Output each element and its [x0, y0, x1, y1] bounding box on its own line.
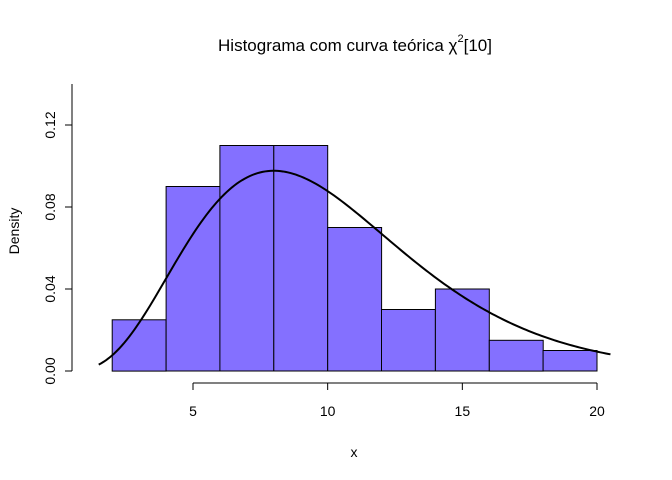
theoretical-density-curve — [98, 169, 611, 366]
y-axis-ticks: 0.00 0.04 0.08 0.12 — [42, 111, 72, 385]
chart-title: Histograma com curva teórica χ2[10] — [218, 33, 492, 55]
y-tick-label: 0.12 — [42, 111, 58, 138]
histogram-bars — [111, 145, 598, 372]
y-tick-label: 0.08 — [42, 193, 58, 220]
x-tick-label: 5 — [189, 403, 197, 419]
x-tick-label: 10 — [320, 403, 336, 419]
histogram-bar-5 — [327, 227, 383, 372]
histogram-bar-9 — [542, 350, 598, 372]
histogram-bar-8 — [488, 339, 544, 372]
histogram-bar-3 — [219, 145, 275, 372]
y-axis-label: Density — [6, 208, 22, 255]
x-axis-label: x — [351, 444, 358, 460]
x-axis-ticks: 5 10 15 20 — [189, 383, 605, 419]
y-tick-label: 0.04 — [42, 275, 58, 302]
histogram-bar-7 — [434, 288, 490, 372]
histogram-bar-6 — [381, 309, 436, 372]
histogram-bar-2 — [165, 186, 221, 372]
histogram-bar-1 — [111, 319, 167, 372]
histogram-bar-4 — [273, 145, 329, 372]
x-tick-label: 15 — [455, 403, 471, 419]
y-tick-label: 0.00 — [42, 357, 58, 384]
x-tick-label: 20 — [589, 403, 605, 419]
